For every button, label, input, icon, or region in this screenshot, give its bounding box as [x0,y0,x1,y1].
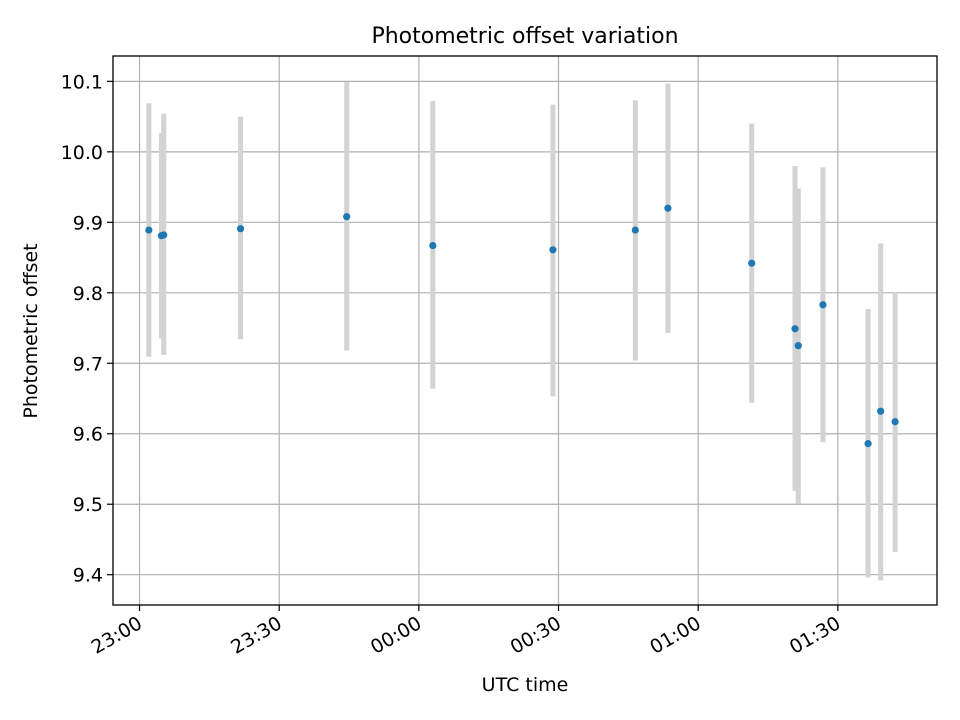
x-axis-label: UTC time [482,674,569,696]
data-point [891,418,899,426]
y-tick-label: 9.8 [73,283,103,305]
data-point [819,301,827,309]
y-tick-label: 9.9 [73,212,103,234]
data-point [877,407,885,415]
data-point [864,440,872,448]
y-tick-label: 9.5 [73,494,103,516]
y-tick-label: 10.0 [61,142,103,164]
y-axis-label: Photometric offset [20,243,42,418]
data-point [664,204,672,212]
data-point [631,226,639,234]
chart-title: Photometric offset variation [371,24,678,49]
data-point [145,226,153,234]
plot-frame [112,55,938,606]
point-layer [145,204,899,448]
data-point [748,259,756,267]
data-point [791,325,799,333]
grid-layer [113,56,937,605]
data-point [429,241,437,250]
y-tick-label: 9.7 [73,353,103,375]
data-point [236,225,245,233]
data-point [343,213,351,221]
data-point [794,342,802,350]
y-tick-label: 10.1 [61,71,103,93]
data-point [549,246,557,254]
y-tick-label: 9.4 [73,565,103,587]
data-point [160,231,168,239]
y-tick-label: 9.6 [73,424,103,446]
